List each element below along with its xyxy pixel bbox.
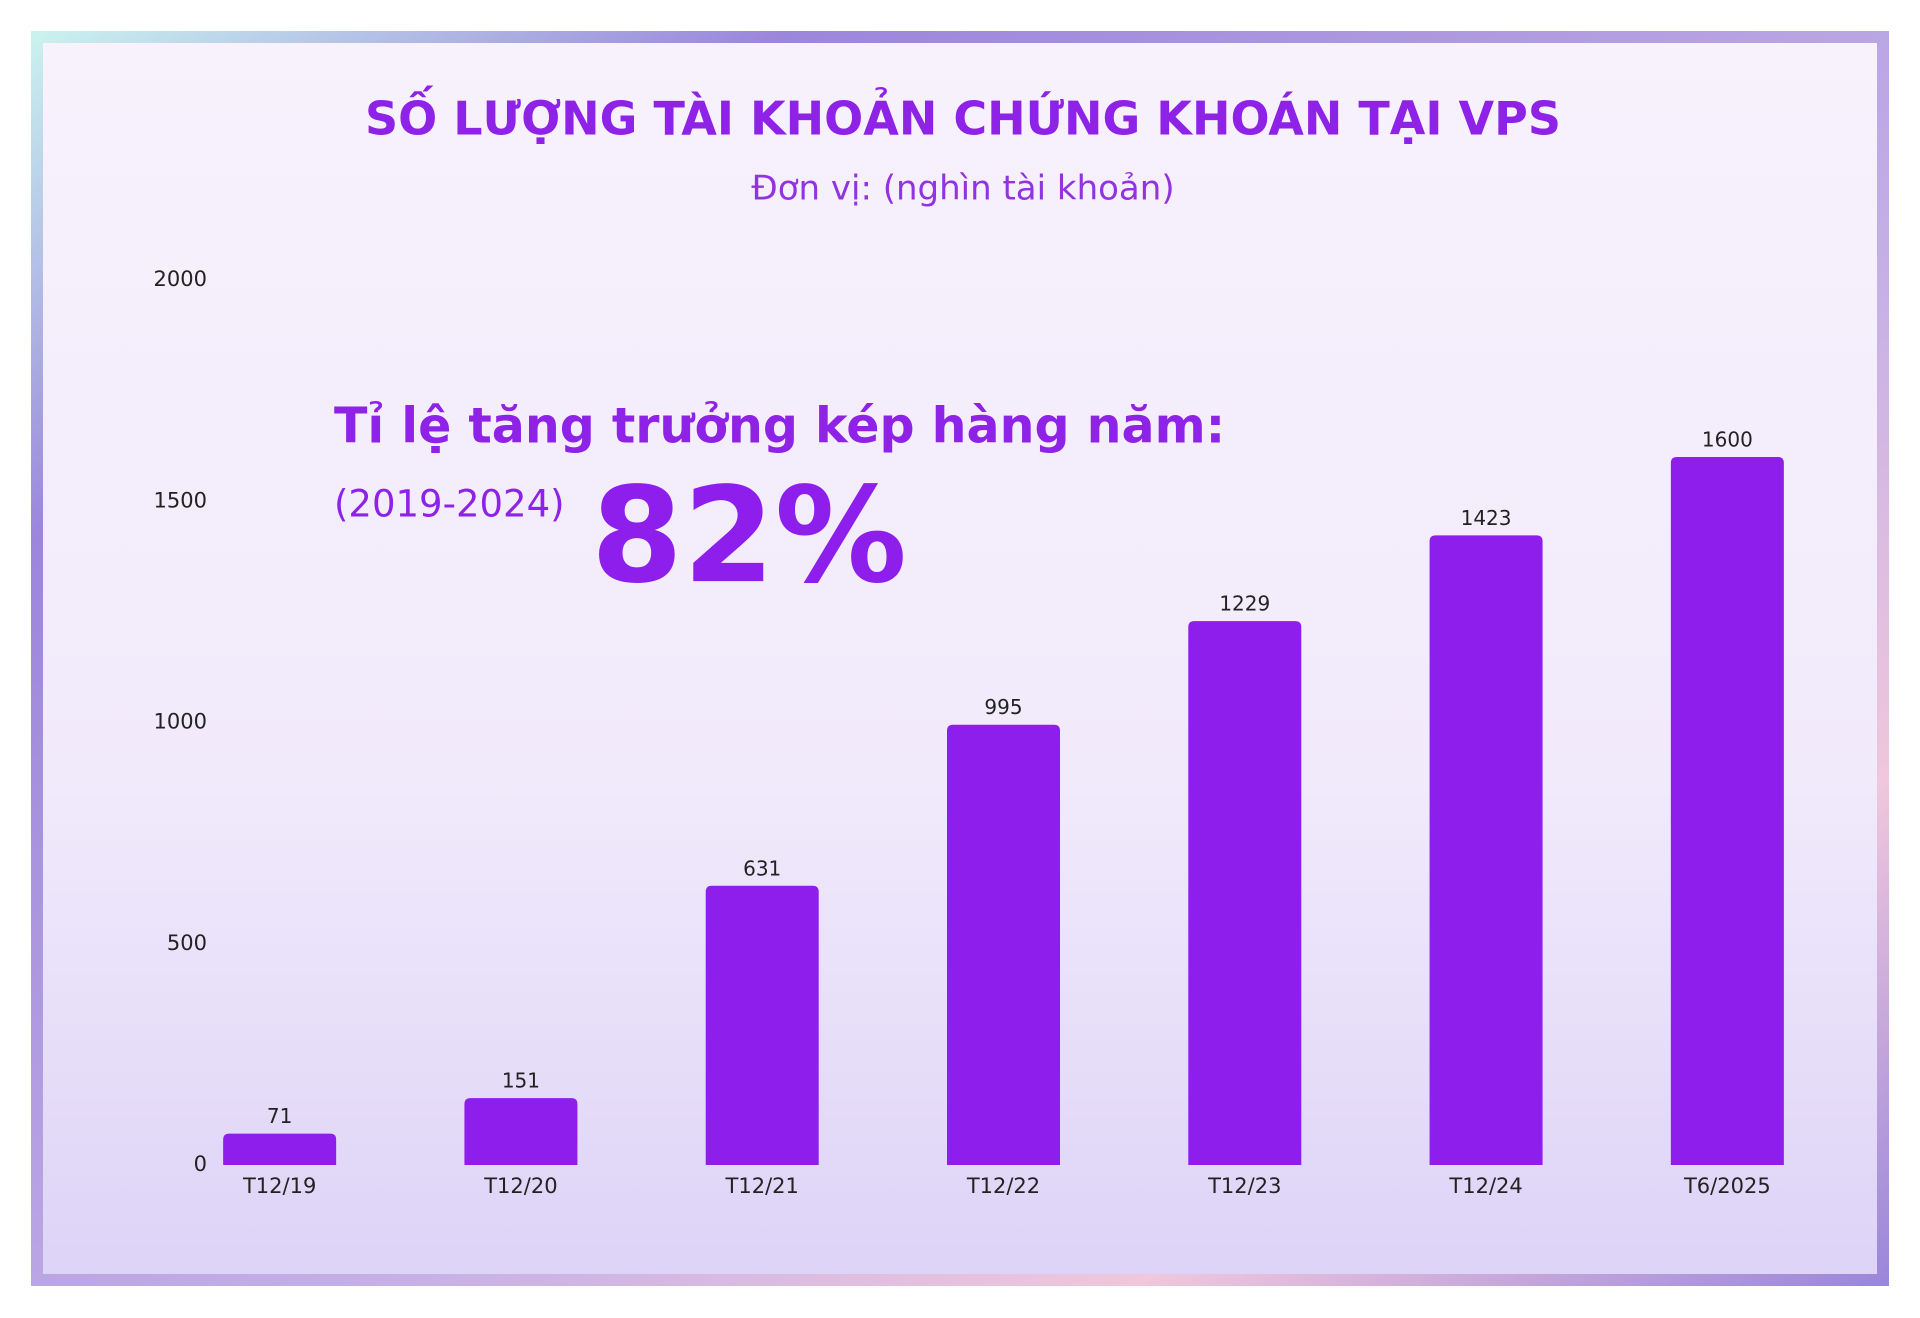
data-label: 151 — [502, 1069, 540, 1093]
y-tick-label: 0 — [194, 1152, 207, 1176]
x-tick-label: T12/20 — [483, 1174, 557, 1198]
y-tick-label: 2000 — [154, 267, 207, 291]
bar — [464, 1098, 578, 1165]
chart-title: SỐ LƯỢNG TÀI KHOẢN CHỨNG KHOÁN TẠI VPS — [365, 86, 1561, 146]
data-label: 631 — [743, 856, 781, 880]
bar — [947, 724, 1060, 1165]
data-label: 1423 — [1461, 506, 1512, 530]
bar — [223, 1133, 337, 1165]
data-label: 1600 — [1702, 428, 1753, 452]
bar — [1670, 457, 1784, 1165]
x-tick-label: T12/24 — [1448, 1174, 1522, 1198]
annotation: Tỉ lệ tăng trưởng kép hàng năm: — [334, 398, 1225, 455]
chart-subtitle: Đơn vị: (nghìn tài khoản) — [751, 169, 1174, 209]
data-label: 995 — [984, 695, 1022, 719]
bar — [705, 885, 819, 1165]
annotation: (2019-2024) — [334, 483, 565, 526]
y-tick-label: 500 — [167, 931, 207, 955]
x-tick-label: T12/21 — [725, 1174, 799, 1198]
y-tick-label: 1000 — [154, 710, 207, 734]
x-tick-label: T6/2025 — [1683, 1174, 1771, 1198]
x-tick-label: T12/19 — [242, 1174, 316, 1198]
bar — [1188, 621, 1302, 1165]
bar — [1429, 535, 1543, 1165]
x-tick-label: T12/22 — [966, 1174, 1040, 1198]
data-label: 1229 — [1219, 592, 1270, 616]
annotation-highlight: 82% — [591, 459, 907, 613]
data-label: 71 — [267, 1104, 292, 1128]
x-tick-label: T12/23 — [1207, 1174, 1281, 1198]
y-tick-label: 1500 — [154, 488, 207, 512]
